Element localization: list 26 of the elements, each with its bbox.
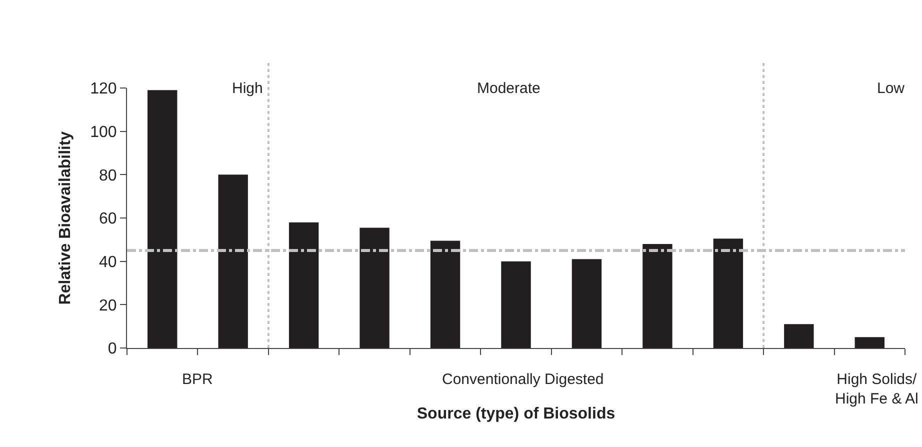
text: Conventionally Digested [442,371,604,388]
annotation: Moderate [477,80,540,97]
y-tick-label: 100 [90,124,117,141]
y-tick-label: 80 [99,167,117,184]
y-tick-label: 40 [99,254,117,271]
annotation: High [232,80,263,97]
y-tick-label: 120 [90,80,117,98]
y-axis-title: Relative Bioavailability [56,131,74,305]
y-tick-label: 20 [99,297,117,314]
bar [360,228,390,348]
y-tick-label: 60 [99,210,117,228]
text: BPR [182,371,214,388]
x-axis-title: Source (type) of Biosolids [416,406,616,423]
bar [501,261,531,348]
bar [430,240,460,348]
y-tick-label: 0 [108,340,117,358]
bar [642,244,672,348]
bar [218,174,248,348]
text: High Solids/ High Fe & Al [835,371,918,408]
bar [148,90,178,348]
bar [572,259,602,348]
bar [854,337,884,348]
bar [784,324,814,348]
bar [288,222,319,348]
bar [713,238,744,348]
annotation: Low [877,80,905,97]
